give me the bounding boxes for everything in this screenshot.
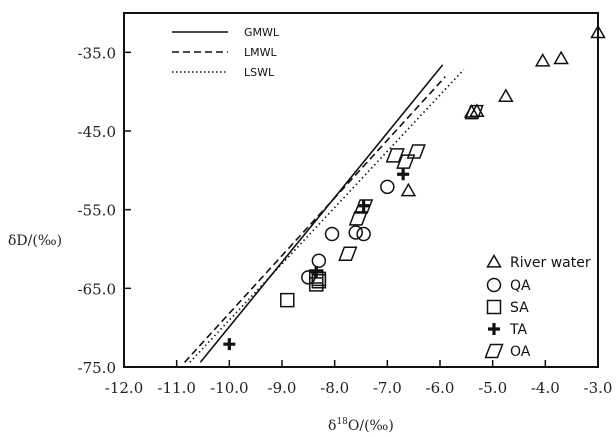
x-axis-title-sup: 18 xyxy=(336,417,348,427)
point-sa xyxy=(280,292,295,308)
x-tick-label: -10.0 xyxy=(210,379,248,397)
point-qa xyxy=(380,179,395,195)
point-oa xyxy=(348,211,368,226)
x-tick-label: -11.0 xyxy=(157,379,195,397)
legend-lswl-label: LSWL xyxy=(244,66,275,79)
point-qa xyxy=(311,253,327,269)
x-axis-title-prefix: δ xyxy=(328,418,336,434)
legend-river-water-marker xyxy=(486,253,502,268)
y-tick-label: -65.0 xyxy=(78,280,116,298)
point-river-water xyxy=(400,182,417,197)
y-axis-ticks: -75.0 -65.0 -55.0 -45.0 -35.0 xyxy=(78,44,131,377)
point-qa xyxy=(356,226,371,242)
x-tick-label: -4.0 xyxy=(531,379,560,397)
point-ta xyxy=(357,199,370,212)
y-tick-label: -45.0 xyxy=(78,123,116,141)
line-lmwl xyxy=(183,76,446,363)
x-tick-label: -9.0 xyxy=(268,379,297,397)
point-river-water xyxy=(590,24,606,39)
reference-lines xyxy=(183,64,465,363)
point-qa xyxy=(348,225,363,240)
x-tick-label: -3.0 xyxy=(584,379,613,397)
legend-gmwl-label: GMWL xyxy=(244,26,280,39)
legend-sa-marker xyxy=(486,299,502,315)
point-oa xyxy=(385,148,405,163)
legend-marker-qa xyxy=(486,277,502,293)
y-tick-label: -55.0 xyxy=(78,202,116,220)
legend-ta-label: TA xyxy=(509,322,527,338)
line-gmwl xyxy=(199,64,444,363)
legend-marker-river-water xyxy=(486,253,502,268)
legend-marker-ta xyxy=(488,323,500,335)
legend-oa-label: OA xyxy=(510,344,531,360)
plot-frame xyxy=(123,12,599,368)
point-ta xyxy=(397,168,410,181)
legend-oa-marker xyxy=(484,343,504,359)
legend-sa-label: SA xyxy=(510,300,529,316)
x-tick-label: -12.0 xyxy=(105,379,143,397)
point-ta xyxy=(223,338,236,351)
x-axis-title: δ18O/(‰) xyxy=(328,417,394,434)
legend-lmwl-label: LMWL xyxy=(244,46,277,59)
point-oa xyxy=(406,144,426,159)
x-tick-label: -5.0 xyxy=(478,379,507,397)
point-oa xyxy=(338,246,358,261)
y-tick-label: -35.0 xyxy=(78,44,116,62)
legend-marker-oa xyxy=(484,343,504,359)
point-sa xyxy=(308,277,324,292)
legend-qa-marker xyxy=(486,277,502,293)
x-tick-label: -6.0 xyxy=(426,379,455,397)
point-river-water xyxy=(534,52,551,67)
legend-lines: GMWL LMWL LSWL xyxy=(172,26,280,79)
point-oa xyxy=(464,104,484,120)
point-qa xyxy=(324,226,340,242)
point-ta xyxy=(310,265,323,278)
legend-qa-label: QA xyxy=(510,278,531,294)
legend-markers: River water QA SA TA OA xyxy=(484,253,591,360)
x-axis-title-suffix: O/(‰) xyxy=(348,418,394,434)
legend-marker-sa xyxy=(486,299,502,315)
legend-ta-marker xyxy=(488,323,500,335)
point-oa xyxy=(396,154,416,169)
legend-river-water-label: River water xyxy=(510,255,591,271)
point-oa xyxy=(354,199,374,214)
line-lswl xyxy=(189,69,465,363)
x-tick-label: -7.0 xyxy=(373,379,402,397)
data-points xyxy=(223,24,606,351)
x-axis-ticks: -12.0 -11.0 -10.0 -9.0 -8.0 -7.0 -6.0 -5.0 -4.0 -… xyxy=(105,360,613,397)
y-tick-label: -75.0 xyxy=(78,359,116,377)
y-axis-title: δD/(‰) xyxy=(8,233,62,249)
x-tick-label: -8.0 xyxy=(320,379,349,397)
point-river-water xyxy=(498,88,514,103)
point-river-water xyxy=(553,50,569,65)
